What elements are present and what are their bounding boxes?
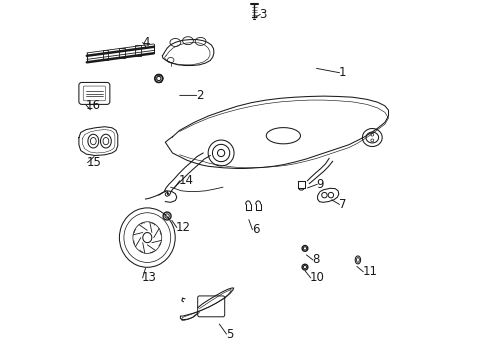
Text: 5: 5: [225, 328, 233, 341]
Bar: [102, 50, 108, 60]
Bar: [119, 48, 124, 58]
Text: 6: 6: [251, 223, 259, 236]
Text: 9: 9: [316, 178, 324, 191]
Text: 1: 1: [338, 66, 346, 79]
Text: 4: 4: [142, 36, 149, 49]
Text: 14: 14: [179, 174, 194, 187]
Text: 2: 2: [196, 89, 203, 102]
Text: 3: 3: [259, 8, 266, 21]
Text: 15: 15: [87, 156, 102, 169]
Bar: [135, 45, 141, 56]
Text: 16: 16: [85, 99, 100, 112]
Text: 7: 7: [338, 198, 346, 211]
Text: 11: 11: [362, 265, 377, 278]
Text: 8: 8: [311, 253, 319, 266]
Text: 10: 10: [309, 271, 324, 284]
Text: 12: 12: [176, 221, 191, 234]
Text: 13: 13: [142, 271, 157, 284]
